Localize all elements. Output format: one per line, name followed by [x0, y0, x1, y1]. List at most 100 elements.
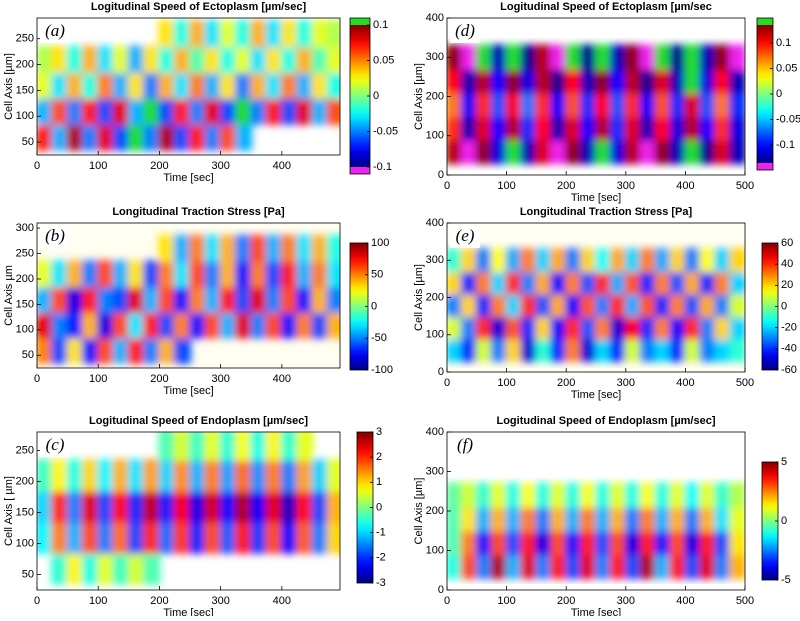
- heatmap-cell: [460, 292, 478, 318]
- heatmap-cells: [37, 19, 340, 151]
- heatmap-cell: [219, 71, 237, 100]
- heatmap-cell: [490, 315, 508, 340]
- heatmap-cell: [520, 506, 538, 532]
- heatmap-cells: [37, 234, 340, 364]
- y-axis-label: Cell Axis [ µm]: [3, 476, 15, 546]
- panel-label: (e): [456, 226, 475, 245]
- heatmap-cell: [624, 44, 642, 71]
- heatmap-cell: [505, 270, 523, 295]
- heatmap-cell: [127, 260, 146, 288]
- heatmap-cell: [204, 45, 222, 74]
- heatmap-cell: [475, 68, 493, 94]
- x-tick-label: 300: [211, 160, 229, 172]
- heatmap-cell: [51, 311, 69, 339]
- x-tick-label: 300: [617, 595, 635, 607]
- y-axis-label: Cell Axis [µm]: [3, 53, 15, 120]
- heatmap-cell: [684, 68, 702, 94]
- heatmap-cell: [669, 138, 687, 165]
- heatmap-cell: [112, 458, 130, 492]
- heatmap-cell: [550, 506, 568, 532]
- heatmap-cell: [219, 45, 237, 74]
- heatmap-cell: [234, 285, 253, 314]
- heatmap-cell: [595, 44, 612, 71]
- heatmap-cell: [550, 482, 568, 509]
- x-tick-label: 200: [557, 180, 575, 192]
- heatmap-cell: [250, 97, 268, 125]
- heatmap-cell: [490, 115, 508, 141]
- plot-frame: [36, 431, 341, 591]
- heatmap-cell: [37, 45, 54, 74]
- heatmap-cell: [580, 91, 597, 118]
- heatmap-cell: [729, 68, 745, 94]
- heatmap-cell: [550, 315, 568, 340]
- heatmap-cell: [490, 506, 508, 532]
- heatmap-cell: [684, 482, 702, 509]
- heatmap-cell: [143, 97, 161, 125]
- heatmap-cell: [699, 115, 717, 141]
- heatmap-cell: [127, 520, 146, 554]
- heatmap-cell: [550, 270, 568, 295]
- heatmap-cell: [158, 234, 176, 263]
- y-tick-label: 200: [426, 291, 444, 303]
- heatmap-cell: [460, 506, 478, 532]
- heatmap-cell: [51, 285, 69, 314]
- heatmap-cell: [311, 45, 329, 74]
- heatmap-cell: [580, 270, 597, 295]
- heatmap-cell: [520, 337, 538, 362]
- heatmap-cell: [714, 115, 732, 141]
- heatmap-cell: [326, 19, 340, 48]
- colorbar-tick-label: 0.1: [373, 19, 388, 31]
- heatmap-cell: [127, 489, 146, 523]
- x-axis-label: Time [sec]: [571, 389, 621, 401]
- heatmap-cell: [475, 315, 493, 340]
- heatmap-cell: [714, 44, 732, 71]
- heatmap-cell: [460, 553, 478, 580]
- heatmap-cell: [565, 506, 583, 532]
- heatmap-cell: [66, 458, 84, 492]
- heatmap-cell: [475, 248, 493, 273]
- heatmap-cells: [447, 248, 745, 362]
- heatmap-cell: [684, 91, 702, 118]
- colorbar-tick-label: 0: [371, 300, 377, 312]
- heatmap-cell: [97, 489, 115, 523]
- heatmap-cell: [505, 91, 523, 118]
- heatmap-cell: [639, 248, 657, 273]
- heatmap-cell: [669, 553, 687, 580]
- heatmap-cell: [535, 68, 553, 94]
- heatmap-cell: [81, 489, 100, 523]
- heatmap-cell: [460, 482, 478, 509]
- heatmap-cell: [654, 91, 672, 118]
- x-tick-label: 0: [34, 595, 40, 607]
- heatmap-cell: [311, 260, 329, 288]
- heatmap-cell: [639, 115, 657, 141]
- heatmap-cell: [624, 315, 642, 340]
- heatmap-cell: [565, 44, 583, 71]
- panel: 0 100 200 300 400 50 100 150 200 250 300 Longitudin…: [3, 206, 393, 397]
- colorbar-tick-label: 0.1: [776, 37, 791, 49]
- heatmap-field: [447, 44, 745, 165]
- heatmap-cell: [97, 45, 115, 74]
- heatmap-cell: [97, 285, 115, 314]
- x-tick-label: 100: [89, 160, 107, 172]
- heatmap-cell: [505, 506, 523, 532]
- heatmap-cell: [250, 19, 268, 48]
- heatmap-cell: [580, 138, 597, 165]
- heatmap-cell: [505, 44, 523, 71]
- colorbar-tick-label: 1: [376, 476, 382, 488]
- heatmap-cell: [669, 115, 687, 141]
- y-tick-label: 200: [16, 58, 34, 70]
- heatmap-cell: [684, 292, 702, 318]
- y-tick-label: 150: [16, 298, 34, 310]
- heatmap-cell: [699, 482, 717, 509]
- heatmap-cell: [505, 337, 523, 362]
- heatmap-cell: [81, 551, 100, 585]
- heatmap-cell: [609, 553, 627, 580]
- heatmap-cell: [684, 270, 702, 295]
- x-tick-label: 200: [557, 595, 575, 607]
- heatmap-cell: [173, 432, 192, 461]
- heatmap-cell: [520, 68, 538, 94]
- heatmap-cell: [714, 91, 732, 118]
- heatmap-cell: [565, 482, 583, 509]
- heatmap-cell: [81, 285, 100, 314]
- heatmap-cell: [112, 551, 130, 585]
